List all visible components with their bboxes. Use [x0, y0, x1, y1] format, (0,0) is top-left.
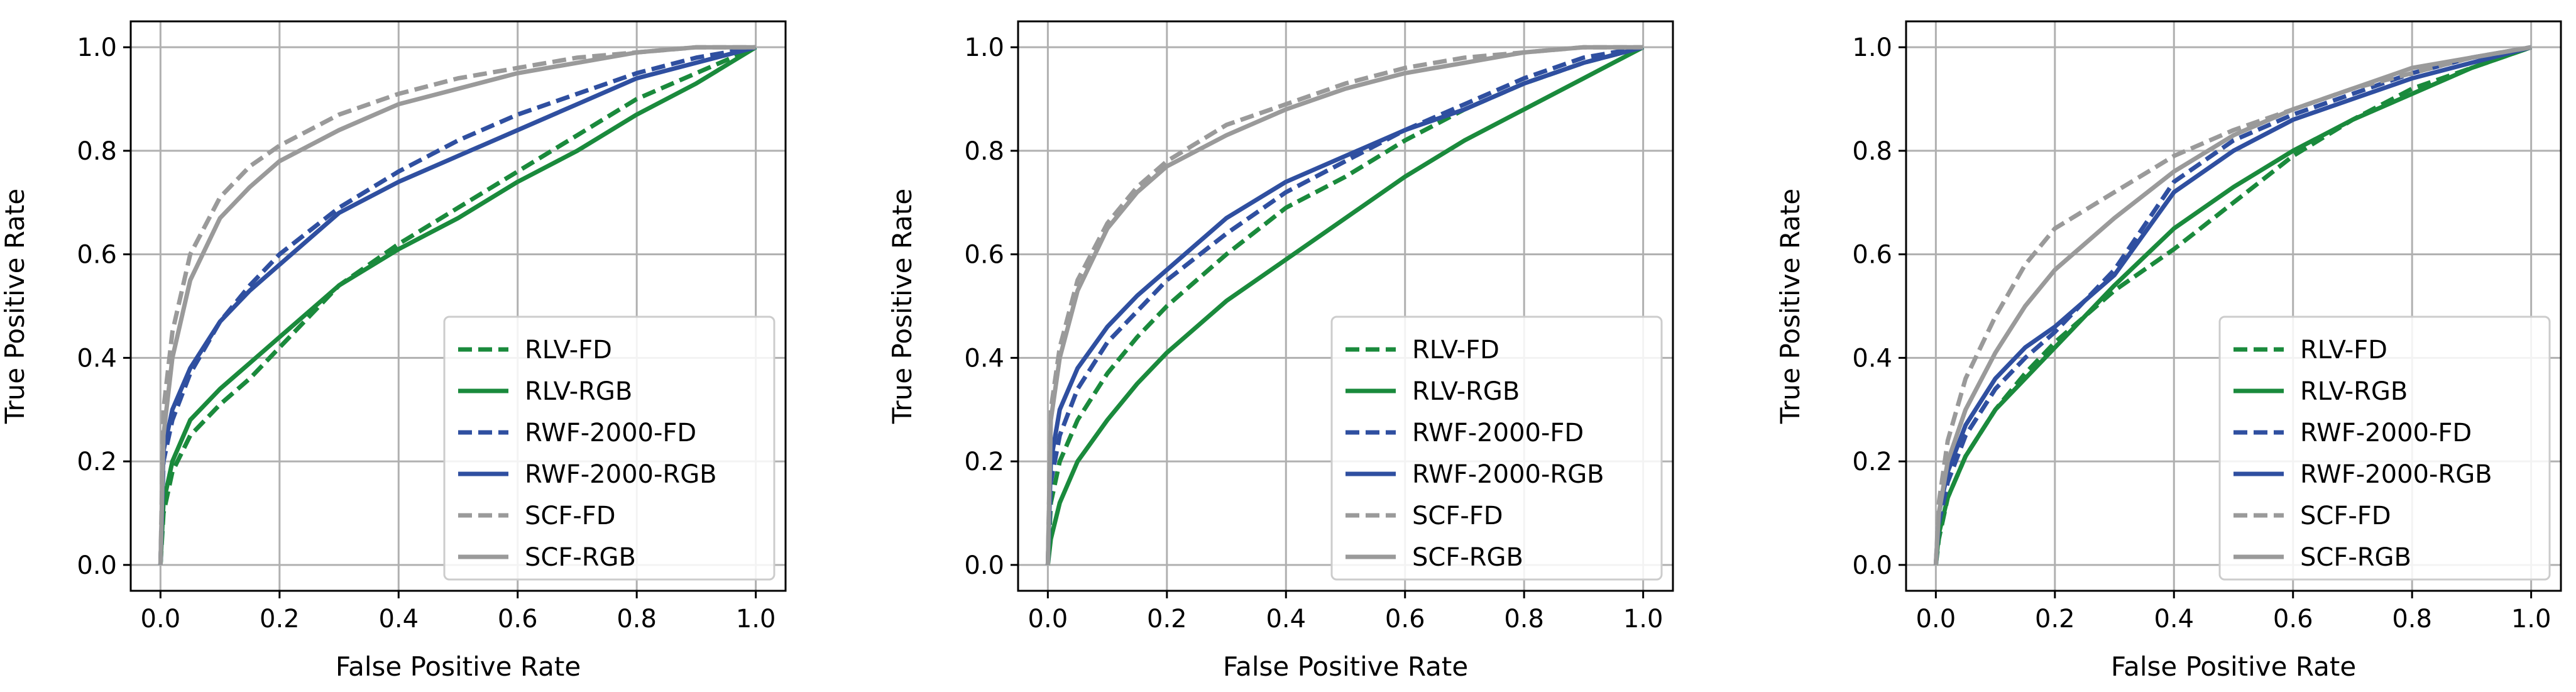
y-tick-label: 0.4: [77, 344, 117, 373]
y-tick-label: 0.2: [77, 448, 117, 476]
x-tick-label: 0.2: [2035, 605, 2075, 634]
legend-label: RWF-2000-RGB: [1412, 460, 1604, 489]
x-tick-label: 0.6: [498, 605, 538, 634]
y-tick-label: 0.8: [1852, 137, 1892, 166]
x-tick-label: 0.8: [1504, 605, 1544, 634]
x-tick-label: 1.0: [1623, 605, 1663, 634]
x-tick-label: 0.0: [1916, 605, 1956, 634]
x-tick-label: 0.6: [1385, 605, 1425, 634]
legend-label: SCF-FD: [2300, 502, 2391, 530]
legend: RLV-FD RLV-RGB RWF-2000-FD RWF-2000-RGB SCF-…: [2218, 316, 2551, 581]
legend-label: RLV-RGB: [1412, 377, 1520, 406]
y-axis-title: True Positive Rate: [1775, 189, 1806, 424]
y-tick-label: 0.0: [964, 551, 1004, 580]
legend-label: RLV-FD: [2300, 336, 2387, 365]
x-tick-label: 0.0: [1028, 605, 1068, 634]
plot-frame: [1905, 20, 2562, 592]
y-tick-label: 1.0: [77, 33, 117, 62]
x-tick-label: 0.4: [378, 605, 419, 634]
legend-box: [2218, 316, 2551, 581]
legend-box: [443, 316, 776, 581]
plot-frame: [1017, 20, 1674, 592]
roc-panel-2: 0.0 0.2 0.4 0.6 0.8 1.0 0.0 0.2 0.4 0.6 0.8 1.0 Fals…: [887, 20, 1674, 682]
y-tick-label: 0.2: [1852, 448, 1892, 476]
y-tick-label: 1.0: [1852, 33, 1892, 62]
legend-label: RLV-FD: [525, 336, 612, 365]
legend-label: RLV-RGB: [525, 377, 632, 406]
legend-label: SCF-FD: [1412, 502, 1503, 530]
x-axis-title: False Positive Rate: [336, 651, 581, 682]
y-axis-title: True Positive Rate: [0, 189, 30, 424]
legend-label: RWF-2000-FD: [2300, 419, 2472, 448]
x-tick-label: 1.0: [736, 605, 776, 634]
legend-label: SCF-FD: [525, 502, 616, 530]
series-line-rwf-2000-rgb: [158, 45, 757, 565]
x-tick-label: 0.8: [617, 605, 657, 634]
x-tick-label: 0.2: [1147, 605, 1187, 634]
x-axis-title: False Positive Rate: [1223, 651, 1468, 682]
y-tick-label: 0.0: [1852, 551, 1892, 580]
y-tick-label: 0.6: [1852, 241, 1892, 270]
series-line-scf-rgb: [158, 45, 756, 565]
y-tick-label: 0.4: [1852, 344, 1892, 373]
series-line-rwf-2000-fd: [158, 45, 757, 565]
y-tick-label: 0.4: [964, 344, 1004, 373]
y-tick-label: 1.0: [964, 33, 1004, 62]
roc-panel-3: 0.0 0.2 0.4 0.6 0.8 1.0 0.0 0.2 0.4 0.6 0.8 1.0 Fals…: [1775, 20, 2562, 682]
plot-frame: [129, 20, 787, 592]
legend-label: RWF-2000-RGB: [2300, 460, 2492, 489]
series-line-rlv-rgb: [1045, 45, 1645, 566]
x-tick-label: 0.2: [260, 605, 300, 634]
roc-panel-1: 0.0 0.2 0.4 0.6 0.8 1.0 0.0 0.2 0.4 0.6 0.8 1.0 Fals…: [0, 20, 787, 682]
x-tick-label: 0.4: [2154, 605, 2194, 634]
x-tick-label: 0.8: [2392, 605, 2432, 634]
y-tick-label: 0.8: [77, 137, 117, 166]
legend-label: RLV-RGB: [2300, 377, 2408, 406]
legend: RLV-FD RLV-RGB RWF-2000-FD RWF-2000-RGB SCF-…: [1330, 316, 1663, 581]
legend-label: RLV-FD: [1412, 336, 1499, 365]
x-tick-label: 1.0: [2511, 605, 2551, 634]
legend-label: RWF-2000-FD: [1412, 419, 1584, 448]
series-line-rwf-2000-fd: [1045, 45, 1644, 565]
y-tick-label: 0.8: [964, 137, 1004, 166]
legend-label: RWF-2000-RGB: [525, 460, 717, 489]
y-axis-title: True Positive Rate: [887, 189, 918, 424]
legend-label: SCF-RGB: [2300, 543, 2411, 572]
legend-label: SCF-RGB: [1412, 543, 1523, 572]
x-tick-label: 0.0: [141, 605, 181, 634]
legend-label: RWF-2000-FD: [525, 419, 696, 448]
series-line-scf-rgb: [1933, 45, 2532, 565]
series-line-scf-fd: [1933, 45, 2532, 565]
x-tick-label: 0.4: [1266, 605, 1306, 634]
y-tick-label: 0.2: [964, 448, 1004, 476]
series-line-rwf-2000-rgb: [1933, 45, 2532, 565]
legend-label: SCF-RGB: [525, 543, 636, 572]
series-line-rwf-2000-rgb: [1045, 45, 1644, 565]
y-tick-label: 0.0: [77, 551, 117, 580]
x-tick-label: 0.6: [2273, 605, 2313, 634]
legend-box: [1330, 316, 1663, 581]
series-line-scf-rgb: [1045, 45, 1643, 565]
series-line-rlv-rgb: [158, 45, 757, 565]
legend: RLV-FD RLV-RGB RWF-2000-FD RWF-2000-RGB SCF-…: [443, 316, 776, 581]
x-axis-title: False Positive Rate: [2111, 651, 2356, 682]
y-tick-label: 0.6: [77, 241, 117, 270]
y-tick-label: 0.6: [964, 241, 1004, 270]
series-line-rlv-rgb: [1933, 45, 2532, 566]
